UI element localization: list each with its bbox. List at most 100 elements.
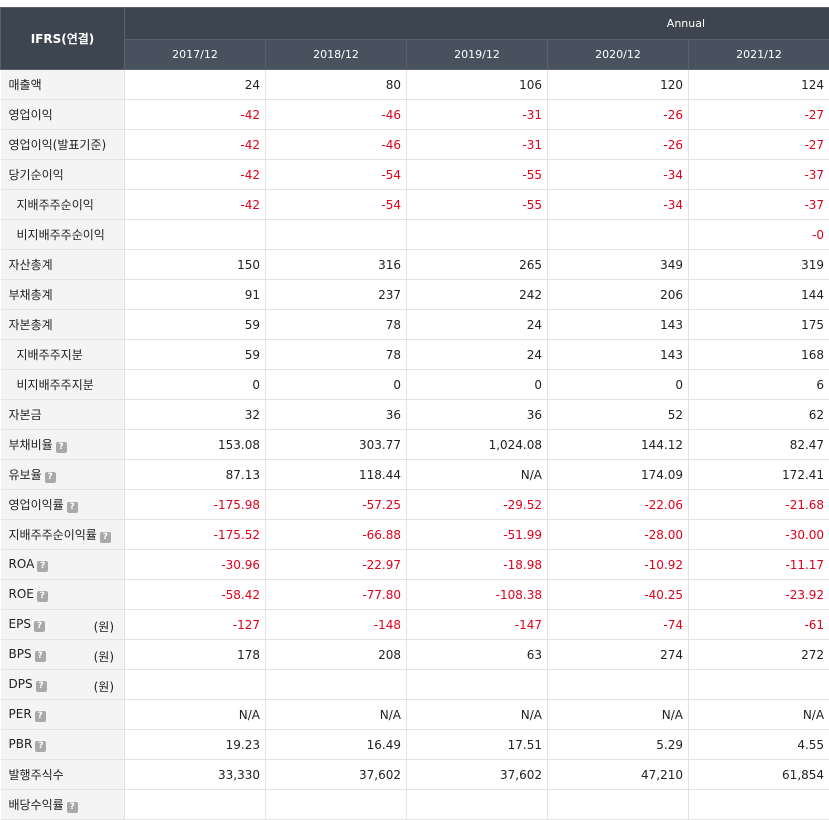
unit-label: (원) — [94, 678, 114, 695]
value-cell: -28.00 — [548, 520, 689, 550]
value-cell: 0 — [266, 370, 407, 400]
value-cell: 168 — [689, 340, 829, 370]
ifrs-basis-header: IFRS(연결) — [1, 8, 125, 70]
row-label: 영업이익률 — [9, 498, 64, 512]
value-cell — [266, 220, 407, 250]
value-cell: 19.23 — [125, 730, 266, 760]
year-header: 2020/12 — [548, 40, 689, 70]
value-cell: 237 — [266, 280, 407, 310]
value-cell: -11.17 — [689, 550, 829, 580]
value-cell: 80 — [266, 70, 407, 100]
help-icon[interactable]: ? — [45, 472, 56, 483]
row-label: 자본금 — [9, 408, 42, 422]
row-label: BPS — [9, 647, 32, 661]
value-cell — [125, 670, 266, 700]
row-label-cell: 비지배주주순이익 — [1, 220, 125, 250]
help-icon[interactable]: ? — [37, 561, 48, 572]
row-label-cell: 영업이익 — [1, 100, 125, 130]
value-cell: -21.68 — [689, 490, 829, 520]
row-label-cell: 비지배주주지분 — [1, 370, 125, 400]
row-label-cell: 지배주주지분 — [1, 340, 125, 370]
value-cell: 82.47 — [689, 430, 829, 460]
value-cell: -34 — [548, 190, 689, 220]
row-label: 지배주주지분 — [17, 348, 83, 362]
help-icon[interactable]: ? — [34, 621, 45, 632]
help-icon[interactable]: ? — [35, 651, 46, 662]
value-cell: -108.38 — [407, 580, 548, 610]
value-cell: N/A — [407, 700, 548, 730]
help-icon[interactable]: ? — [56, 442, 67, 453]
row-label: 배당수익률 — [9, 798, 64, 812]
unit-label: (원) — [94, 648, 114, 665]
row-label-cell: 영업이익률? — [1, 490, 125, 520]
value-cell: -37 — [689, 160, 829, 190]
value-cell — [548, 790, 689, 820]
row-label: ROA — [9, 557, 35, 571]
value-cell: -10.92 — [548, 550, 689, 580]
value-cell: -40.25 — [548, 580, 689, 610]
value-cell: 242 — [407, 280, 548, 310]
year-header: 2017/12 — [125, 40, 266, 70]
help-icon[interactable]: ? — [67, 802, 78, 813]
value-cell — [548, 220, 689, 250]
value-cell — [407, 220, 548, 250]
row-label: 부채비율 — [9, 438, 53, 452]
value-cell: 24 — [407, 340, 548, 370]
help-icon[interactable]: ? — [67, 502, 78, 513]
value-cell: 5.29 — [548, 730, 689, 760]
value-cell: 17.51 — [407, 730, 548, 760]
row-label: 비지배주주순이익 — [17, 228, 105, 242]
value-cell: 206 — [548, 280, 689, 310]
value-cell: -147 — [407, 610, 548, 640]
help-icon[interactable]: ? — [37, 591, 48, 602]
help-icon[interactable]: ? — [36, 681, 47, 692]
help-icon[interactable]: ? — [35, 741, 46, 752]
row-label-cell: 영업이익(발표기준) — [1, 130, 125, 160]
value-cell: -148 — [266, 610, 407, 640]
value-cell: 178 — [125, 640, 266, 670]
value-cell: -31 — [407, 100, 548, 130]
value-cell: 120 — [548, 70, 689, 100]
value-cell: -42 — [125, 190, 266, 220]
row-label: PER — [9, 707, 32, 721]
value-cell: N/A — [689, 700, 829, 730]
help-icon[interactable]: ? — [100, 532, 111, 543]
row-label: 발행주식수 — [9, 768, 64, 782]
table-row: 당기순이익-42-54-55-34-37 — [1, 160, 829, 190]
value-cell: 47,210 — [548, 760, 689, 790]
value-cell: 274 — [548, 640, 689, 670]
row-label-cell: 발행주식수 — [1, 760, 125, 790]
value-cell: 6 — [689, 370, 829, 400]
year-header: 2021/12 — [689, 40, 829, 70]
row-label-cell: DPS?(원) — [1, 670, 125, 700]
value-cell: -54 — [266, 190, 407, 220]
value-cell: 4.55 — [689, 730, 829, 760]
row-label-cell: 배당수익률? — [1, 790, 125, 820]
table-row: 배당수익률? — [1, 790, 829, 820]
value-cell: 78 — [266, 340, 407, 370]
row-label: ROE — [9, 587, 34, 601]
value-cell: 62 — [689, 400, 829, 430]
value-cell: -31 — [407, 130, 548, 160]
value-cell: N/A — [548, 700, 689, 730]
value-cell: -37 — [689, 190, 829, 220]
value-cell: 319 — [689, 250, 829, 280]
value-cell: 63 — [407, 640, 548, 670]
value-cell: 36 — [266, 400, 407, 430]
row-label-cell: EPS?(원) — [1, 610, 125, 640]
value-cell: 1,024.08 — [407, 430, 548, 460]
value-cell — [266, 790, 407, 820]
value-cell: 61,854 — [689, 760, 829, 790]
value-cell: -46 — [266, 130, 407, 160]
value-cell: 59 — [125, 340, 266, 370]
value-cell: N/A — [407, 460, 548, 490]
value-cell: 303.77 — [266, 430, 407, 460]
value-cell: -66.88 — [266, 520, 407, 550]
help-icon[interactable]: ? — [35, 711, 46, 722]
table-header: IFRS(연결) Annual 2017/12 2018/12 2019/12 … — [1, 8, 829, 70]
value-cell: -74 — [548, 610, 689, 640]
